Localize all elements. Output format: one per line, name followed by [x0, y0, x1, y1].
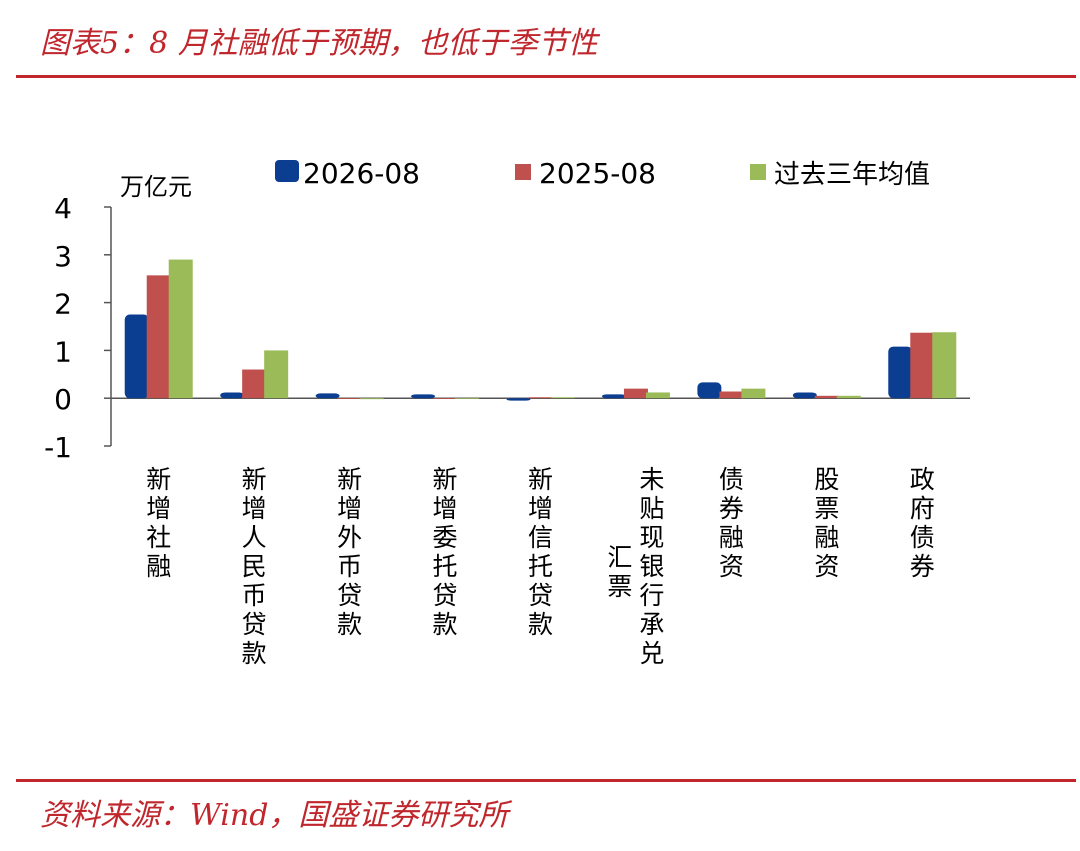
legend-label-1: 2026-08 [303, 157, 420, 190]
category-label-char: 托 [528, 552, 553, 581]
category-label-char: 贷 [337, 581, 362, 610]
category-label-char: 政 [910, 465, 935, 494]
category-label-char: 资 [719, 552, 744, 581]
bar-1-8 [792, 392, 817, 399]
category-label-char: 融 [146, 552, 171, 581]
legend-swatch-1 [275, 160, 299, 182]
category-label-char: 承 [639, 610, 664, 639]
bar-1-4 [411, 394, 436, 399]
category-label-char: 委 [433, 523, 458, 552]
category-label-char: 现 [639, 523, 664, 552]
bar-2-8 [814, 395, 839, 399]
category-label-char: 新 [433, 465, 458, 494]
category-label-char: 贴 [639, 494, 664, 523]
bar-2-6 [623, 388, 648, 399]
bar-3-4 [455, 398, 480, 399]
bar-1-6 [601, 394, 626, 399]
y-axis-label: 万亿元 [120, 173, 192, 201]
category-label-char: 行 [639, 581, 664, 610]
bar-2-1 [146, 275, 171, 399]
bar-3-7 [741, 388, 766, 399]
bar-3-9 [932, 332, 957, 399]
category-label-char: 款 [337, 610, 362, 639]
bar-3-8 [836, 395, 861, 399]
category-label-char: 人 [242, 523, 267, 552]
source-divider [16, 779, 1076, 782]
category-label-char: 增 [528, 494, 553, 523]
category-label-char: 外 [337, 523, 362, 552]
bar-1-1 [124, 314, 149, 399]
category-label-char: 增 [433, 494, 458, 523]
category-label-char: 款 [433, 610, 458, 639]
category-label-char: 增 [242, 494, 267, 523]
category-label-char: 券 [719, 494, 744, 523]
category-labels: 新增社融新增人民币贷款新增外币贷款新增委托贷款新增信托贷款未贴现银行承兑汇票债券… [146, 465, 935, 668]
category-label-char: 府 [910, 494, 935, 523]
bar-1-2 [220, 392, 245, 399]
category-label-char: 票 [607, 572, 632, 601]
bar-3-5 [550, 397, 575, 399]
y-tick-label: -1 [44, 431, 72, 464]
category-label-char: 贷 [242, 610, 267, 639]
category-label-char: 款 [528, 610, 553, 639]
category-label-char: 融 [814, 523, 839, 552]
bar-2-2 [242, 369, 267, 399]
category-label-char: 民 [242, 552, 267, 581]
bar-2-7 [719, 391, 744, 399]
bar-2-5 [528, 397, 553, 399]
category-label-char: 新 [242, 465, 267, 494]
category-label-char: 信 [528, 523, 553, 552]
legend-label-2: 2025-08 [539, 157, 656, 190]
category-label-char: 托 [433, 552, 458, 581]
source-note: 资料来源：Wind，国盛证券研究所 [40, 798, 509, 833]
category-label-char: 票 [814, 494, 839, 523]
bar-1-7 [697, 382, 722, 399]
category-label-char: 债 [719, 465, 744, 494]
y-tick-label: 4 [54, 192, 72, 225]
category-label-char: 资 [814, 552, 839, 581]
category-label-char: 款 [242, 639, 267, 668]
bar-1-5 [506, 398, 531, 401]
category-label-char: 币 [337, 552, 362, 581]
category-label-char: 新 [337, 465, 362, 494]
category-label-char: 新 [528, 465, 553, 494]
category-label-char: 新 [146, 465, 171, 494]
category-label-char: 增 [337, 494, 362, 523]
bar-3-1 [168, 259, 193, 399]
y-tick-label: 2 [54, 288, 72, 321]
bar-1-3 [315, 393, 340, 399]
category-label-char: 券 [910, 552, 935, 581]
category-label-char: 贷 [433, 581, 458, 610]
y-tick-label: 0 [54, 383, 72, 416]
y-tick-label: 1 [54, 335, 72, 368]
bar-3-2 [264, 350, 289, 399]
bar-2-4 [433, 398, 458, 399]
bar-3-6 [645, 392, 670, 399]
category-label-char: 贷 [528, 581, 553, 610]
category-label-char: 融 [719, 523, 744, 552]
category-label-char: 未 [639, 465, 664, 494]
category-label-char: 汇 [607, 543, 632, 572]
title-divider [16, 75, 1076, 78]
category-label-char: 银 [639, 552, 664, 581]
y-tick-label: 3 [54, 240, 72, 273]
chart-legend: 2026-08 2025-08 过去三年均值 [275, 157, 930, 190]
category-label-char: 增 [146, 494, 171, 523]
chart-bars [124, 259, 957, 401]
bar-3-3 [359, 398, 384, 400]
legend-swatch-2 [515, 164, 531, 180]
category-label-char: 股 [814, 465, 839, 494]
legend-label-3: 过去三年均值 [774, 160, 930, 190]
category-label-char: 社 [146, 523, 171, 552]
category-label-char: 币 [242, 581, 267, 610]
bar-1-9 [888, 346, 913, 399]
category-label-char: 债 [910, 523, 935, 552]
figure-title: 图表5：8 月社融低于预期，也低于季节性 [40, 26, 598, 61]
bar-2-3 [337, 398, 362, 399]
bar-2-9 [910, 332, 935, 399]
category-label-char: 兑 [639, 639, 664, 668]
legend-swatch-3 [750, 164, 766, 180]
